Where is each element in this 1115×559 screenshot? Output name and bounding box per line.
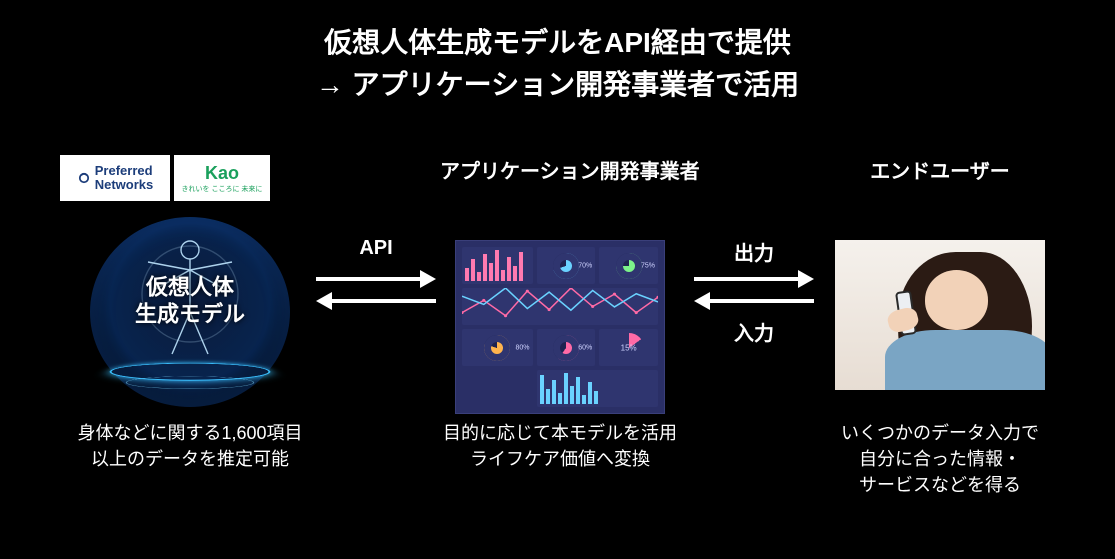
slide-title: 仮想人体生成モデルをAPI経由で提供 → アプリケーション開発事業者で活用 <box>0 0 1115 106</box>
dash-donut-4: 60% <box>537 329 596 366</box>
developer-desc-line2: ライフケア価値へ変換 <box>400 446 720 472</box>
arrow-right-icon <box>694 271 814 287</box>
arrow-left-icon <box>694 293 814 309</box>
dash-donut-3: 80% <box>462 329 533 366</box>
dash-donut-1-label: 70% <box>578 262 592 269</box>
enduser-header: エンドユーザー <box>820 155 1060 184</box>
dash-donut-4-label: 60% <box>578 344 592 351</box>
arrow-label-input: 入力 <box>694 317 814 346</box>
enduser-desc-line2: 自分に合った情報・ <box>800 446 1080 472</box>
pfn-mark-icon <box>77 171 91 185</box>
dash-donut-2: 75% <box>599 247 658 284</box>
arrow-left-icon <box>316 293 436 309</box>
dash-donut-3-label: 80% <box>515 344 529 351</box>
dash-pie-label: 15% <box>621 343 637 352</box>
enduser-photo-graphic <box>835 240 1045 390</box>
arrow-label-api: API <box>316 237 436 260</box>
dash-wave-chart <box>462 288 658 325</box>
column-enduser: エンドユーザー <box>820 155 1060 390</box>
model-caption-line2: 生成モデル <box>135 301 245 329</box>
arrow-group-api: API <box>316 265 436 315</box>
provider-description: 身体などに関する1,600項目 以上のデータを推定可能 <box>40 420 340 472</box>
dash-donut-2-label: 75% <box>641 262 655 269</box>
column-developer: アプリケーション開発事業者 70% 75% 80% 60% 15% <box>440 155 680 414</box>
provider-logos: Preferred Networks Kao きれいを こころに 未来に <box>60 155 320 201</box>
dash-donut-1: 70% <box>537 247 596 284</box>
developer-desc-line1: 目的に応じて本モデルを活用 <box>400 420 720 446</box>
logo-preferred-networks: Preferred Networks <box>60 155 170 201</box>
arrow-right-icon <box>316 271 436 287</box>
developer-description: 目的に応じて本モデルを活用 ライフケア価値へ変換 <box>400 420 720 472</box>
developer-dashboard-graphic: 70% 75% 80% 60% 15% <box>455 240 665 414</box>
dash-bar-chart-2 <box>537 370 659 407</box>
enduser-desc-line1: いくつかのデータ入力で <box>800 420 1080 446</box>
enduser-desc-line3: サービスなどを得る <box>800 472 1080 498</box>
dash-bar-chart <box>462 247 533 284</box>
logo-kao-main: Kao <box>205 163 239 184</box>
model-caption: 仮想人体 生成モデル <box>135 273 245 328</box>
developer-header: アプリケーション開発事業者 <box>440 155 680 184</box>
provider-desc-line2: 以上のデータを推定可能 <box>40 446 340 472</box>
column-provider: Preferred Networks Kao きれいを こころに 未来に <box>60 155 320 407</box>
virtual-body-model-graphic: 仮想人体 生成モデル <box>90 217 290 407</box>
logo-kao: Kao きれいを こころに 未来に <box>174 155 270 201</box>
enduser-description: いくつかのデータ入力で 自分に合った情報・ サービスなどを得る <box>800 420 1080 498</box>
logo-kao-sub: きれいを こころに 未来に <box>182 184 263 194</box>
title-line-2: → アプリケーション開発事業者で活用 <box>0 64 1115 106</box>
model-caption-line1: 仮想人体 <box>135 273 245 301</box>
logo-pfn-line2: Networks <box>95 178 154 192</box>
arrow-group-io: 出力 入力 <box>694 265 814 315</box>
provider-desc-line1: 身体などに関する1,600項目 <box>40 420 340 446</box>
logo-pfn-line1: Preferred <box>95 164 153 178</box>
title-line-1: 仮想人体生成モデルをAPI経由で提供 <box>0 22 1115 64</box>
arrow-label-output: 出力 <box>694 237 814 266</box>
dash-pie: 15% <box>599 329 658 366</box>
